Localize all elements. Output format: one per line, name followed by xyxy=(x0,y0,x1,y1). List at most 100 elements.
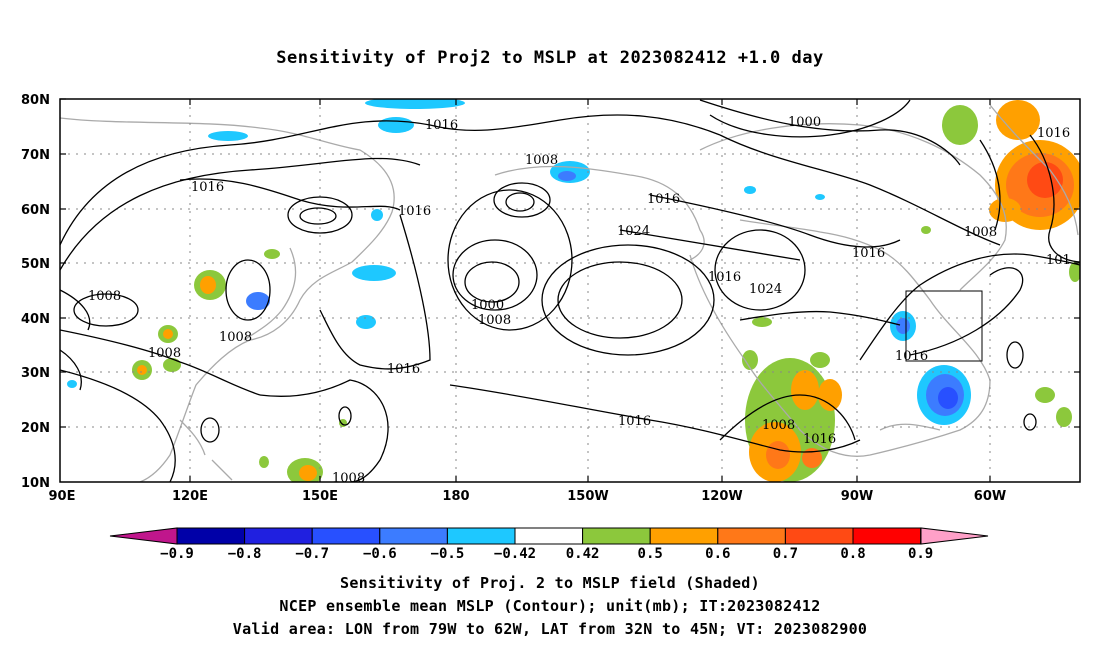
lon-label: 150E xyxy=(302,489,338,504)
colorbar-label: −0.9 xyxy=(160,546,194,562)
pos-patch xyxy=(921,226,931,234)
pos-patch xyxy=(163,329,173,339)
lat-label: 10N xyxy=(21,476,50,491)
colorbar-swatch xyxy=(649,527,719,545)
contour-line xyxy=(179,178,401,211)
contour-line xyxy=(225,259,271,321)
lon-label: 180 xyxy=(442,489,469,504)
lon-label: 120W xyxy=(701,489,742,504)
contour-label: 1008 xyxy=(964,225,997,240)
contour-label: 1008 xyxy=(219,330,252,345)
contour-line xyxy=(60,114,721,246)
contour-line xyxy=(541,244,715,356)
contour-label: 101 xyxy=(1046,253,1071,268)
contour-line xyxy=(60,289,91,391)
lon-label: 60W xyxy=(974,489,1006,504)
contour-line xyxy=(452,239,538,311)
contour-label: 1008 xyxy=(88,289,121,304)
colorbar-swatch xyxy=(379,527,448,545)
pos-patch xyxy=(742,350,758,370)
coast-alaska xyxy=(494,165,705,261)
coast-japan xyxy=(243,247,297,341)
contour-label: 1000 xyxy=(471,298,504,313)
lat-label: 80N xyxy=(21,93,50,108)
contour-line xyxy=(557,261,683,339)
contour-line xyxy=(505,192,535,212)
coast-canada xyxy=(699,123,1007,291)
colorbar-swatch xyxy=(514,527,584,545)
neg-patch xyxy=(744,186,756,194)
colorbar-label: −0.42 xyxy=(494,546,536,562)
coast-greenland xyxy=(989,104,1079,236)
pos-patch xyxy=(299,465,317,481)
contour-line xyxy=(60,369,176,482)
neg-patch xyxy=(896,318,910,334)
lon-label: 120E xyxy=(172,489,208,504)
contour-line xyxy=(449,384,861,453)
coast-eastus xyxy=(739,219,991,381)
pos-patch xyxy=(264,249,280,259)
contour-label: 1000 xyxy=(788,115,821,130)
contour-line xyxy=(1006,341,1024,369)
coast-islands xyxy=(179,419,941,481)
contour-line xyxy=(979,139,1001,231)
colorbar-label: −0.7 xyxy=(295,546,329,562)
contour-label: 1008 xyxy=(332,471,365,486)
contour-label: 1008 xyxy=(762,418,795,433)
lon-labels: 90E 120E 150E 180 150W 120W 90W 60W xyxy=(49,489,1007,504)
colorbar-label: −0.8 xyxy=(228,546,262,562)
pos-patch xyxy=(752,317,772,327)
lon-label: 90E xyxy=(49,489,76,504)
contour-line xyxy=(200,417,220,443)
pos-patch xyxy=(200,276,216,294)
contour-label: 1024 xyxy=(617,224,650,239)
colorbar-swatch xyxy=(784,527,854,545)
lat-label: 20N xyxy=(21,421,50,436)
contour-label: 1016 xyxy=(191,180,224,195)
contour-label: 1016 xyxy=(398,204,431,219)
contour-line xyxy=(60,157,421,271)
contour-label: 1016 xyxy=(425,118,458,133)
pos-patch xyxy=(802,448,822,468)
neg-patch xyxy=(558,171,576,181)
contour-line xyxy=(649,194,901,248)
contour-label: 1016 xyxy=(803,432,836,447)
pos-patch xyxy=(989,198,1021,222)
colorbar-label: 0.9 xyxy=(908,546,933,562)
coast-asia xyxy=(60,117,395,482)
colorbar-swatch xyxy=(852,527,922,545)
contour-line xyxy=(699,99,961,166)
pos-patch xyxy=(810,352,830,368)
map-title: Sensitivity of Proj2 to MSLP at 20230824… xyxy=(276,48,824,68)
pos-patch xyxy=(1027,162,1063,198)
contour-label: 1016 xyxy=(708,270,741,285)
pos-patch xyxy=(163,358,181,372)
contour-line xyxy=(73,293,139,327)
lat-labels: 80N 70N 60N 50N 40N 30N 20N 10N xyxy=(21,93,50,491)
colorbar-label: 0.42 xyxy=(566,546,600,562)
lat-label: 30N xyxy=(21,366,50,381)
colorbar-label: −0.5 xyxy=(431,546,465,562)
pos-patch xyxy=(996,100,1040,140)
colorbar-label: −0.6 xyxy=(363,546,397,562)
colorbar-swatch xyxy=(582,527,651,545)
mslp-contours xyxy=(60,99,1080,482)
colorbar-swatch xyxy=(446,527,516,545)
colorbar-swatch xyxy=(311,527,381,545)
neg-patch xyxy=(938,387,958,409)
contour-line xyxy=(299,207,337,225)
pos-patch xyxy=(942,105,978,145)
valid-area-box xyxy=(905,290,983,362)
contour-label: 1016 xyxy=(618,414,651,429)
contour-label: 1008 xyxy=(478,313,511,328)
sensitivity-shading xyxy=(67,99,1080,482)
pos-patch xyxy=(818,379,842,411)
contour-line xyxy=(719,134,1001,246)
neg-patch xyxy=(352,265,396,281)
colorbar-swatch xyxy=(244,527,313,545)
caption-line-2: NCEP ensemble mean MSLP (Contour); unit(… xyxy=(279,597,821,615)
contour-line xyxy=(338,406,352,426)
contour-line xyxy=(493,182,551,218)
contour-line xyxy=(287,196,353,234)
axis-ticks xyxy=(60,98,1080,482)
